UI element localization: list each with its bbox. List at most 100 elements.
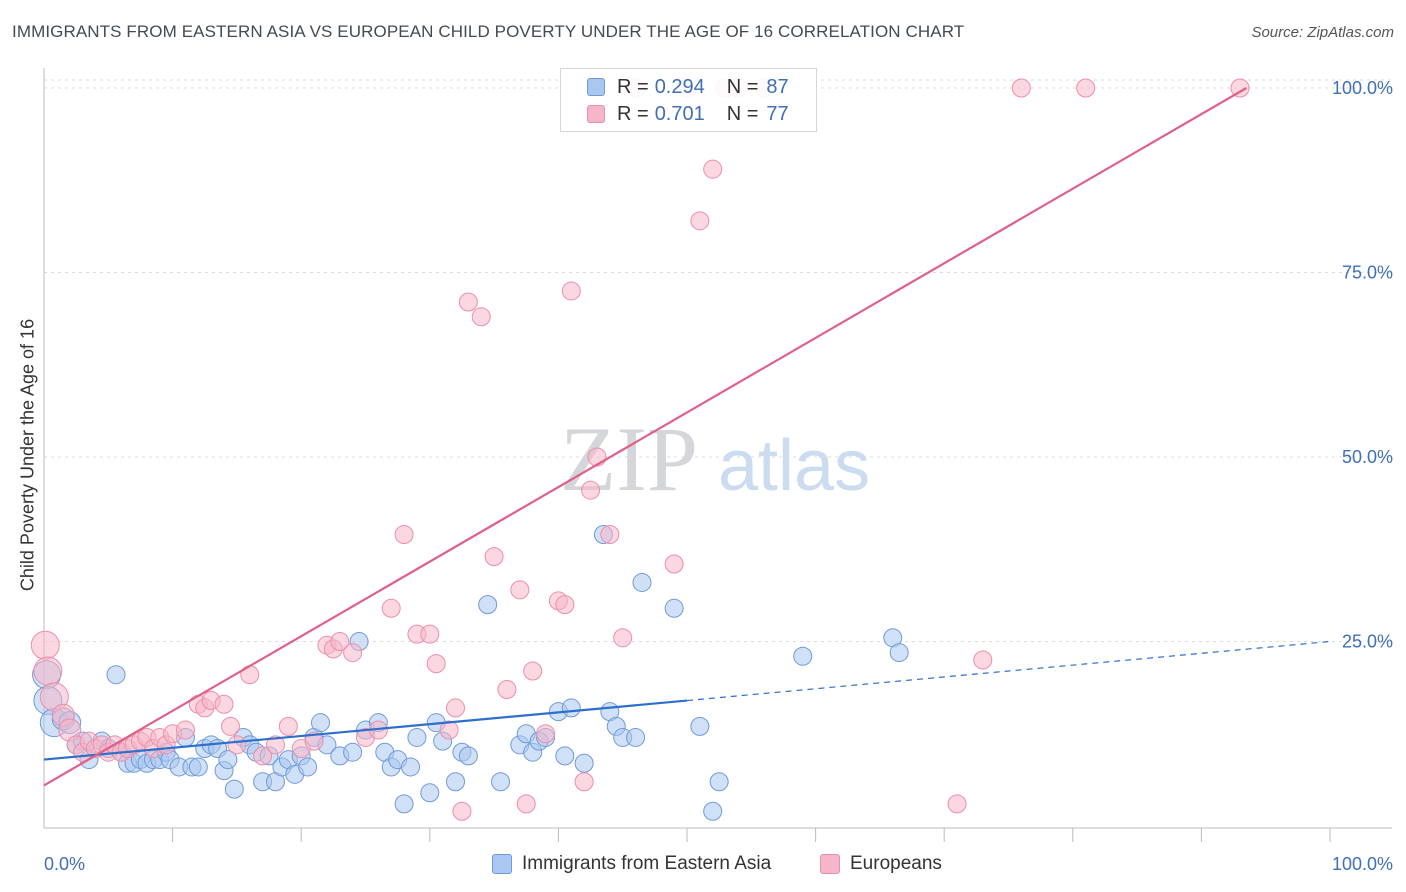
point-europeans bbox=[426, 654, 446, 674]
correlation-legend: R = 0.294 N = 87 R = 0.701 N = 77 bbox=[560, 68, 817, 132]
legend-label-europeans: Europeans bbox=[850, 853, 942, 874]
legend-row-pink: R = 0.701 N = 77 bbox=[587, 102, 789, 126]
tick-labels: 25.0% 50.0% 75.0% 100.0% 0.0% 100.0% bbox=[44, 78, 1393, 874]
chart-title: IMMIGRANTS FROM EASTERN ASIA VS EUROPEAN… bbox=[12, 22, 965, 41]
point-immigrants-eastern-asia bbox=[401, 757, 421, 777]
legend-swatch-blue bbox=[492, 854, 512, 874]
point-immigrants-eastern-asia bbox=[298, 757, 318, 777]
y-tick-label: 25.0% bbox=[1342, 632, 1393, 652]
point-immigrants-eastern-asia bbox=[218, 750, 238, 770]
point-europeans bbox=[240, 665, 260, 685]
point-europeans bbox=[253, 746, 273, 766]
point-immigrants-eastern-asia bbox=[709, 772, 729, 792]
point-europeans bbox=[394, 524, 414, 544]
legend-swatch-pink bbox=[820, 854, 840, 874]
point-immigrants-eastern-asia bbox=[664, 598, 684, 618]
legend-label-immigrants: Immigrants from Eastern Asia bbox=[522, 853, 772, 874]
series-immigrants-eastern-asia bbox=[32, 524, 909, 821]
point-europeans bbox=[497, 679, 517, 699]
point-europeans bbox=[516, 794, 536, 814]
point-europeans bbox=[600, 524, 620, 544]
legend-swatch-pink bbox=[587, 105, 605, 123]
point-europeans bbox=[1011, 78, 1031, 98]
point-europeans bbox=[536, 724, 556, 744]
point-europeans bbox=[587, 447, 607, 467]
point-immigrants-eastern-asia bbox=[889, 643, 909, 663]
point-immigrants-eastern-asia bbox=[343, 742, 363, 762]
legend-item-europeans: Europeans bbox=[820, 852, 942, 876]
point-europeans bbox=[1076, 78, 1096, 98]
point-immigrants-eastern-asia bbox=[310, 713, 330, 733]
trend-line-immigrants-extrapolated bbox=[686, 640, 1331, 702]
point-immigrants-eastern-asia bbox=[407, 727, 427, 747]
legend-n-label: N = bbox=[726, 102, 759, 125]
point-europeans bbox=[973, 650, 993, 670]
point-immigrants-eastern-asia bbox=[561, 698, 581, 718]
point-europeans bbox=[420, 624, 440, 644]
point-immigrants-eastern-asia bbox=[703, 801, 723, 821]
point-europeans bbox=[220, 716, 240, 736]
point-europeans bbox=[330, 632, 350, 651]
y-tick-label: 100.0% bbox=[1332, 78, 1393, 98]
source-credit: Source: ZipAtlas.com bbox=[1251, 24, 1394, 41]
point-immigrants-eastern-asia bbox=[224, 779, 244, 799]
point-europeans bbox=[561, 281, 581, 301]
point-immigrants-eastern-asia bbox=[491, 772, 511, 792]
point-europeans bbox=[30, 630, 60, 660]
x-tick-label: 0.0% bbox=[44, 854, 85, 874]
watermark-atlas: atlas bbox=[718, 426, 870, 506]
point-immigrants-eastern-asia bbox=[574, 753, 594, 773]
point-europeans bbox=[574, 772, 594, 792]
point-europeans bbox=[278, 716, 298, 736]
legend-r-value: 0.701 bbox=[654, 102, 705, 125]
point-europeans bbox=[381, 598, 401, 618]
watermark-zip: ZIP bbox=[560, 408, 698, 510]
point-immigrants-eastern-asia bbox=[478, 595, 498, 615]
point-europeans bbox=[452, 801, 472, 821]
point-immigrants-eastern-asia bbox=[394, 794, 414, 814]
point-europeans bbox=[439, 720, 459, 740]
point-europeans bbox=[214, 694, 234, 714]
point-europeans bbox=[1230, 78, 1250, 98]
point-immigrants-eastern-asia bbox=[793, 646, 813, 666]
trend-line-europeans bbox=[43, 87, 1247, 787]
point-europeans bbox=[581, 480, 601, 500]
axes bbox=[43, 68, 1392, 842]
y-tick-label: 75.0% bbox=[1342, 263, 1393, 283]
legend-r-label: R = bbox=[617, 102, 649, 125]
point-europeans bbox=[484, 547, 504, 567]
x-tick-label: 100.0% bbox=[1332, 854, 1393, 874]
y-axis-title: Child Poverty Under the Age of 16 bbox=[17, 318, 38, 592]
y-tick-label: 50.0% bbox=[1342, 447, 1393, 467]
point-immigrants-eastern-asia bbox=[690, 716, 710, 736]
legend-r-value: 0.294 bbox=[654, 75, 705, 98]
legend-n-value: 87 bbox=[766, 75, 789, 98]
point-immigrants-eastern-asia bbox=[632, 572, 652, 592]
point-europeans bbox=[343, 643, 363, 663]
point-europeans bbox=[33, 656, 63, 686]
point-europeans bbox=[690, 211, 710, 231]
point-immigrants-eastern-asia bbox=[420, 783, 440, 803]
point-europeans bbox=[265, 735, 285, 755]
point-europeans bbox=[446, 698, 466, 718]
trend-line-immigrants bbox=[43, 699, 688, 761]
legend-n-value: 77 bbox=[766, 102, 789, 125]
legend-swatch-blue bbox=[587, 78, 605, 96]
point-europeans bbox=[555, 595, 575, 615]
point-europeans bbox=[613, 628, 633, 648]
point-immigrants-eastern-asia bbox=[106, 665, 126, 685]
trend-lines bbox=[43, 87, 1331, 787]
point-europeans bbox=[947, 794, 967, 814]
point-europeans bbox=[458, 292, 478, 312]
legend-row-blue: R = 0.294 N = 87 bbox=[587, 75, 789, 99]
point-europeans bbox=[471, 307, 491, 327]
point-europeans bbox=[227, 735, 247, 755]
legend-r-label: R = bbox=[617, 75, 649, 98]
point-europeans bbox=[304, 731, 324, 751]
point-immigrants-eastern-asia bbox=[458, 746, 478, 766]
point-immigrants-eastern-asia bbox=[626, 727, 646, 747]
point-europeans bbox=[703, 159, 723, 179]
point-europeans bbox=[523, 661, 543, 681]
legend-n-label: N = bbox=[726, 75, 759, 98]
